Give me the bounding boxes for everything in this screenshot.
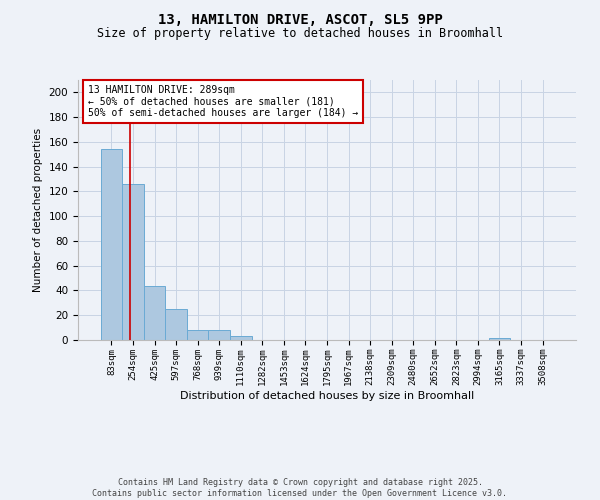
Bar bbox=[101, 150, 122, 340]
Bar bbox=[144, 286, 166, 340]
Bar bbox=[488, 338, 510, 340]
Text: Size of property relative to detached houses in Broomhall: Size of property relative to detached ho… bbox=[97, 28, 503, 40]
Bar bbox=[187, 330, 208, 340]
Bar bbox=[208, 330, 230, 340]
Y-axis label: Number of detached properties: Number of detached properties bbox=[33, 128, 43, 292]
Text: 13 HAMILTON DRIVE: 289sqm
← 50% of detached houses are smaller (181)
50% of semi: 13 HAMILTON DRIVE: 289sqm ← 50% of detac… bbox=[88, 85, 358, 118]
Bar bbox=[230, 336, 251, 340]
Text: Contains HM Land Registry data © Crown copyright and database right 2025.
Contai: Contains HM Land Registry data © Crown c… bbox=[92, 478, 508, 498]
Bar bbox=[122, 184, 144, 340]
Text: 13, HAMILTON DRIVE, ASCOT, SL5 9PP: 13, HAMILTON DRIVE, ASCOT, SL5 9PP bbox=[158, 12, 442, 26]
X-axis label: Distribution of detached houses by size in Broomhall: Distribution of detached houses by size … bbox=[180, 391, 474, 401]
Bar bbox=[166, 309, 187, 340]
